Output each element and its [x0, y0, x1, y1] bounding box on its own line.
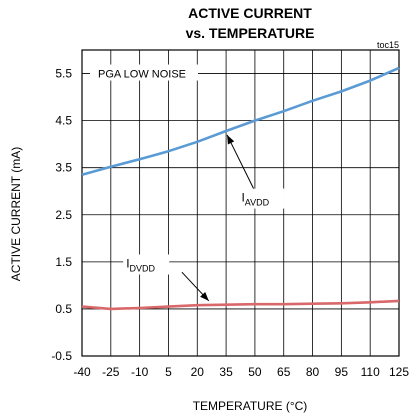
- chart-reference-code: toc15: [377, 40, 399, 50]
- y-tick-label: 4.5: [55, 114, 72, 128]
- x-tick-label: 95: [335, 365, 349, 379]
- y-tick-label: 2.5: [55, 208, 72, 222]
- x-tick-label: 5: [165, 365, 172, 379]
- x-tick-label: 80: [306, 365, 320, 379]
- x-axis-label: TEMPERATURE (°C): [193, 399, 308, 413]
- x-axis-ticks: -40 -25 -10 5 20 35 50 65 80 95 110 125: [73, 365, 409, 379]
- x-tick-label: 50: [248, 365, 262, 379]
- arrow-idvdd-head: [200, 292, 209, 301]
- y-tick-label: -0.5: [51, 349, 72, 363]
- chart-title-line1: ACTIVE CURRENT: [188, 5, 312, 21]
- annotations: PGA LOW NOISE IAVDD IDVDD: [90, 64, 285, 302]
- x-tick-label: 20: [191, 365, 205, 379]
- series: [81, 66, 400, 311]
- y-axis-ticks: -0.5 0.5 1.5 2.5 3.5 4.5 5.5: [51, 67, 72, 363]
- x-tick-label: 35: [219, 365, 233, 379]
- arrow-iavdd: [226, 134, 256, 192]
- x-tick-label: 125: [389, 365, 409, 379]
- series-line-iavdd: [81, 66, 400, 177]
- x-tick-label: -40: [73, 365, 91, 379]
- x-tick-label: 110: [361, 365, 380, 379]
- series-label-idvdd-background: [123, 254, 170, 275]
- series-label-iavdd-background: [238, 188, 285, 209]
- x-tick-label: -10: [131, 365, 149, 379]
- series-label-iavdd: IAVDD: [241, 191, 269, 208]
- y-axis-label: ACTIVE CURRENT (mA): [9, 147, 23, 281]
- series-label-idvdd: IDVDD: [126, 256, 155, 273]
- annotation-pga-low-noise: PGA LOW NOISE: [98, 69, 186, 81]
- x-tick-label: 65: [277, 365, 291, 379]
- chart-title-line2: vs. TEMPERATURE: [186, 25, 315, 41]
- y-tick-label: 3.5: [55, 161, 72, 175]
- series-line-idvdd: [81, 299, 400, 311]
- x-tick-label: -25: [102, 365, 120, 379]
- y-tick-label: 1.5: [55, 255, 72, 269]
- y-tick-label: 5.5: [55, 67, 72, 81]
- plot-area: [81, 49, 400, 357]
- annotation-background: [90, 64, 198, 81]
- y-tick-label: 0.5: [55, 302, 72, 316]
- arrow-iavdd-head: [227, 134, 235, 145]
